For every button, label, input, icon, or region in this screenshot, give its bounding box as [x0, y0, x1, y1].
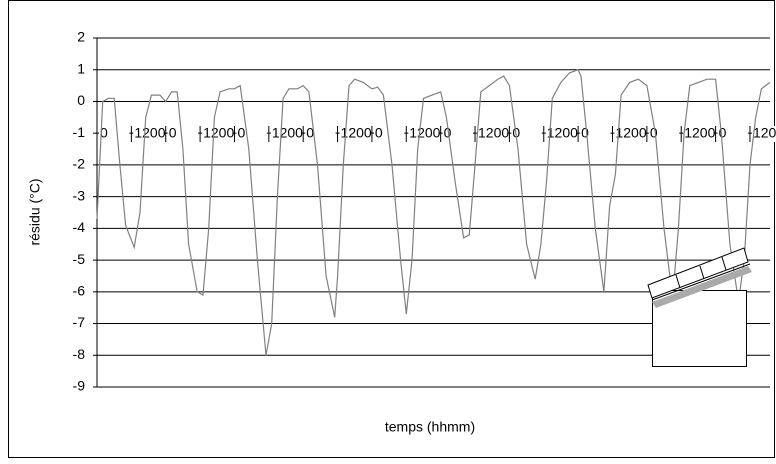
x-tick-label: 0 [306, 125, 314, 141]
x-tick-label: 1200 [272, 125, 303, 141]
y-tick-label: -5 [73, 251, 86, 267]
x-tick-label-bg [270, 126, 302, 142]
x-tick-label: 0 [237, 125, 245, 141]
grid: 210-1-2-3-4-5-6-7-8-90 1200 0 1200 0 1200 0 120… [73, 29, 776, 394]
x-tick-label-bg [373, 126, 405, 142]
y-tick-label: -8 [73, 346, 86, 362]
y-tick-label: -9 [73, 378, 86, 394]
x-tick-label: 1200 [134, 125, 165, 141]
x-tick-label: 1200 [753, 125, 776, 141]
x-tick-label: 1200 [341, 125, 372, 141]
x-axis-label: temps (hhmm) [385, 419, 475, 435]
x-tick-label-bg [408, 126, 439, 142]
x-tick-label-bg [545, 126, 577, 142]
x-tick-label: 1200 [478, 125, 509, 141]
x-tick-label-bg [236, 126, 267, 142]
x-tick-label: 0 [169, 125, 177, 141]
y-tick-label: 0 [77, 92, 85, 108]
x-tick-label-bg [511, 126, 542, 142]
x-tick-label: 1200 [684, 125, 715, 141]
y-axis-label: résidu (°C) [27, 178, 43, 245]
x-tick-label-bg [683, 126, 714, 142]
x-tick-label: 0 [719, 125, 727, 141]
x-tick-label: 0 [444, 125, 452, 141]
x-tick-label: 0 [100, 125, 108, 141]
x-tick-label: 0 [650, 125, 658, 141]
y-tick-label: -6 [73, 283, 86, 299]
y-tick-label: -4 [73, 219, 86, 235]
x-tick-label-bg [167, 126, 199, 142]
x-tick-label-bg [202, 126, 233, 142]
x-tick-label-bg [133, 126, 164, 142]
plot [96, 68, 771, 356]
x-tick-label-bg [751, 126, 776, 142]
x-tick-label: 1200 [615, 125, 646, 141]
y-tick-label: -3 [73, 187, 86, 203]
x-tick-label: 1200 [203, 125, 234, 141]
x-tick-label: 1200 [409, 125, 440, 141]
y-tick-label: -2 [73, 156, 86, 172]
x-tick-label-bg [648, 126, 680, 142]
x-tick-label-bg [99, 126, 130, 142]
inset-diagram [647, 247, 752, 367]
chart-frame [8, 0, 775, 458]
x-tick-label: 0 [375, 125, 383, 141]
y-tick-label: -1 [73, 124, 86, 140]
y-tick-label: -7 [73, 314, 86, 330]
x-tick-label-bg [614, 126, 645, 142]
x-tick-label: 1200 [547, 125, 578, 141]
x-tick-label-bg [477, 126, 508, 142]
y-tick-label: 2 [77, 29, 85, 45]
y-tick-label: 1 [77, 60, 85, 76]
x-tick-label-bg [717, 126, 748, 142]
x-tick-label: 0 [581, 125, 589, 141]
data-line [96, 68, 771, 356]
x-tick-label-bg [339, 126, 370, 142]
x-tick-label-bg [442, 126, 474, 142]
